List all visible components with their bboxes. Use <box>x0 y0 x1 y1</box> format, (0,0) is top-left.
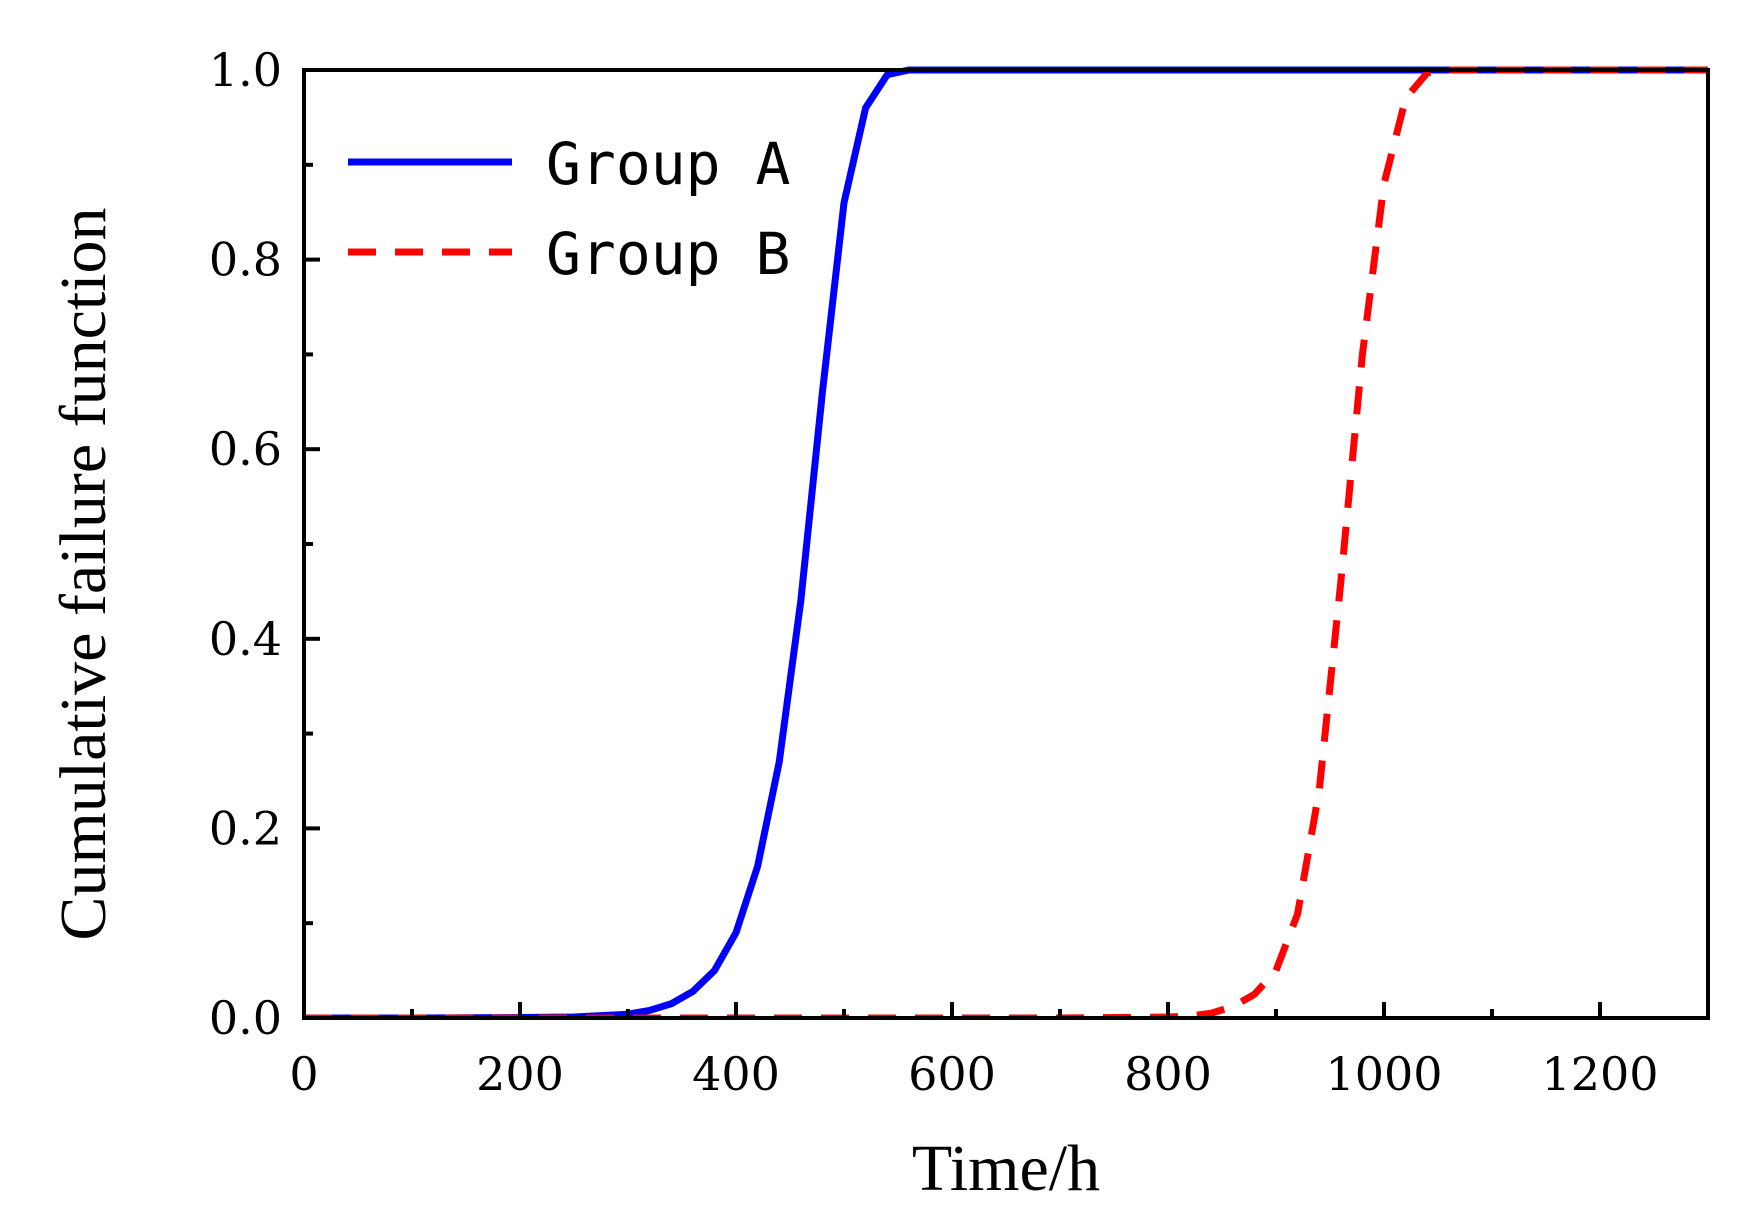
y-tick-label: 0.4 <box>209 612 282 666</box>
x-tick-label: 0 <box>289 1047 318 1101</box>
y-tick-label: 0.8 <box>209 233 282 287</box>
y-tick-label: 0.0 <box>209 991 282 1045</box>
x-tick-label: 1000 <box>1325 1047 1442 1101</box>
plot-frame <box>302 68 1710 1020</box>
x-tick-label: 800 <box>1124 1047 1212 1101</box>
legend-label-group-b: Group B <box>546 220 790 288</box>
axis-tick-labels: 0 200 400 600 800 1000 1200 0.0 0.2 0.4 0.6 0.8 1.0 <box>209 43 1659 1101</box>
y-tick-label: 1.0 <box>209 43 282 97</box>
y-tick-label: 0.2 <box>209 801 282 855</box>
legend-label-group-a: Group A <box>546 130 790 198</box>
y-axis-title: Cumulative failure function <box>47 207 120 940</box>
y-tick-label: 0.6 <box>209 422 282 476</box>
x-axis-title: Time/h <box>912 1132 1100 1205</box>
x-tick-label: 200 <box>476 1047 564 1101</box>
x-tick-label: 1200 <box>1541 1047 1658 1101</box>
x-tick-label: 600 <box>908 1047 996 1101</box>
x-tick-label: 400 <box>692 1047 780 1101</box>
legend: Group A Group B <box>348 130 790 288</box>
